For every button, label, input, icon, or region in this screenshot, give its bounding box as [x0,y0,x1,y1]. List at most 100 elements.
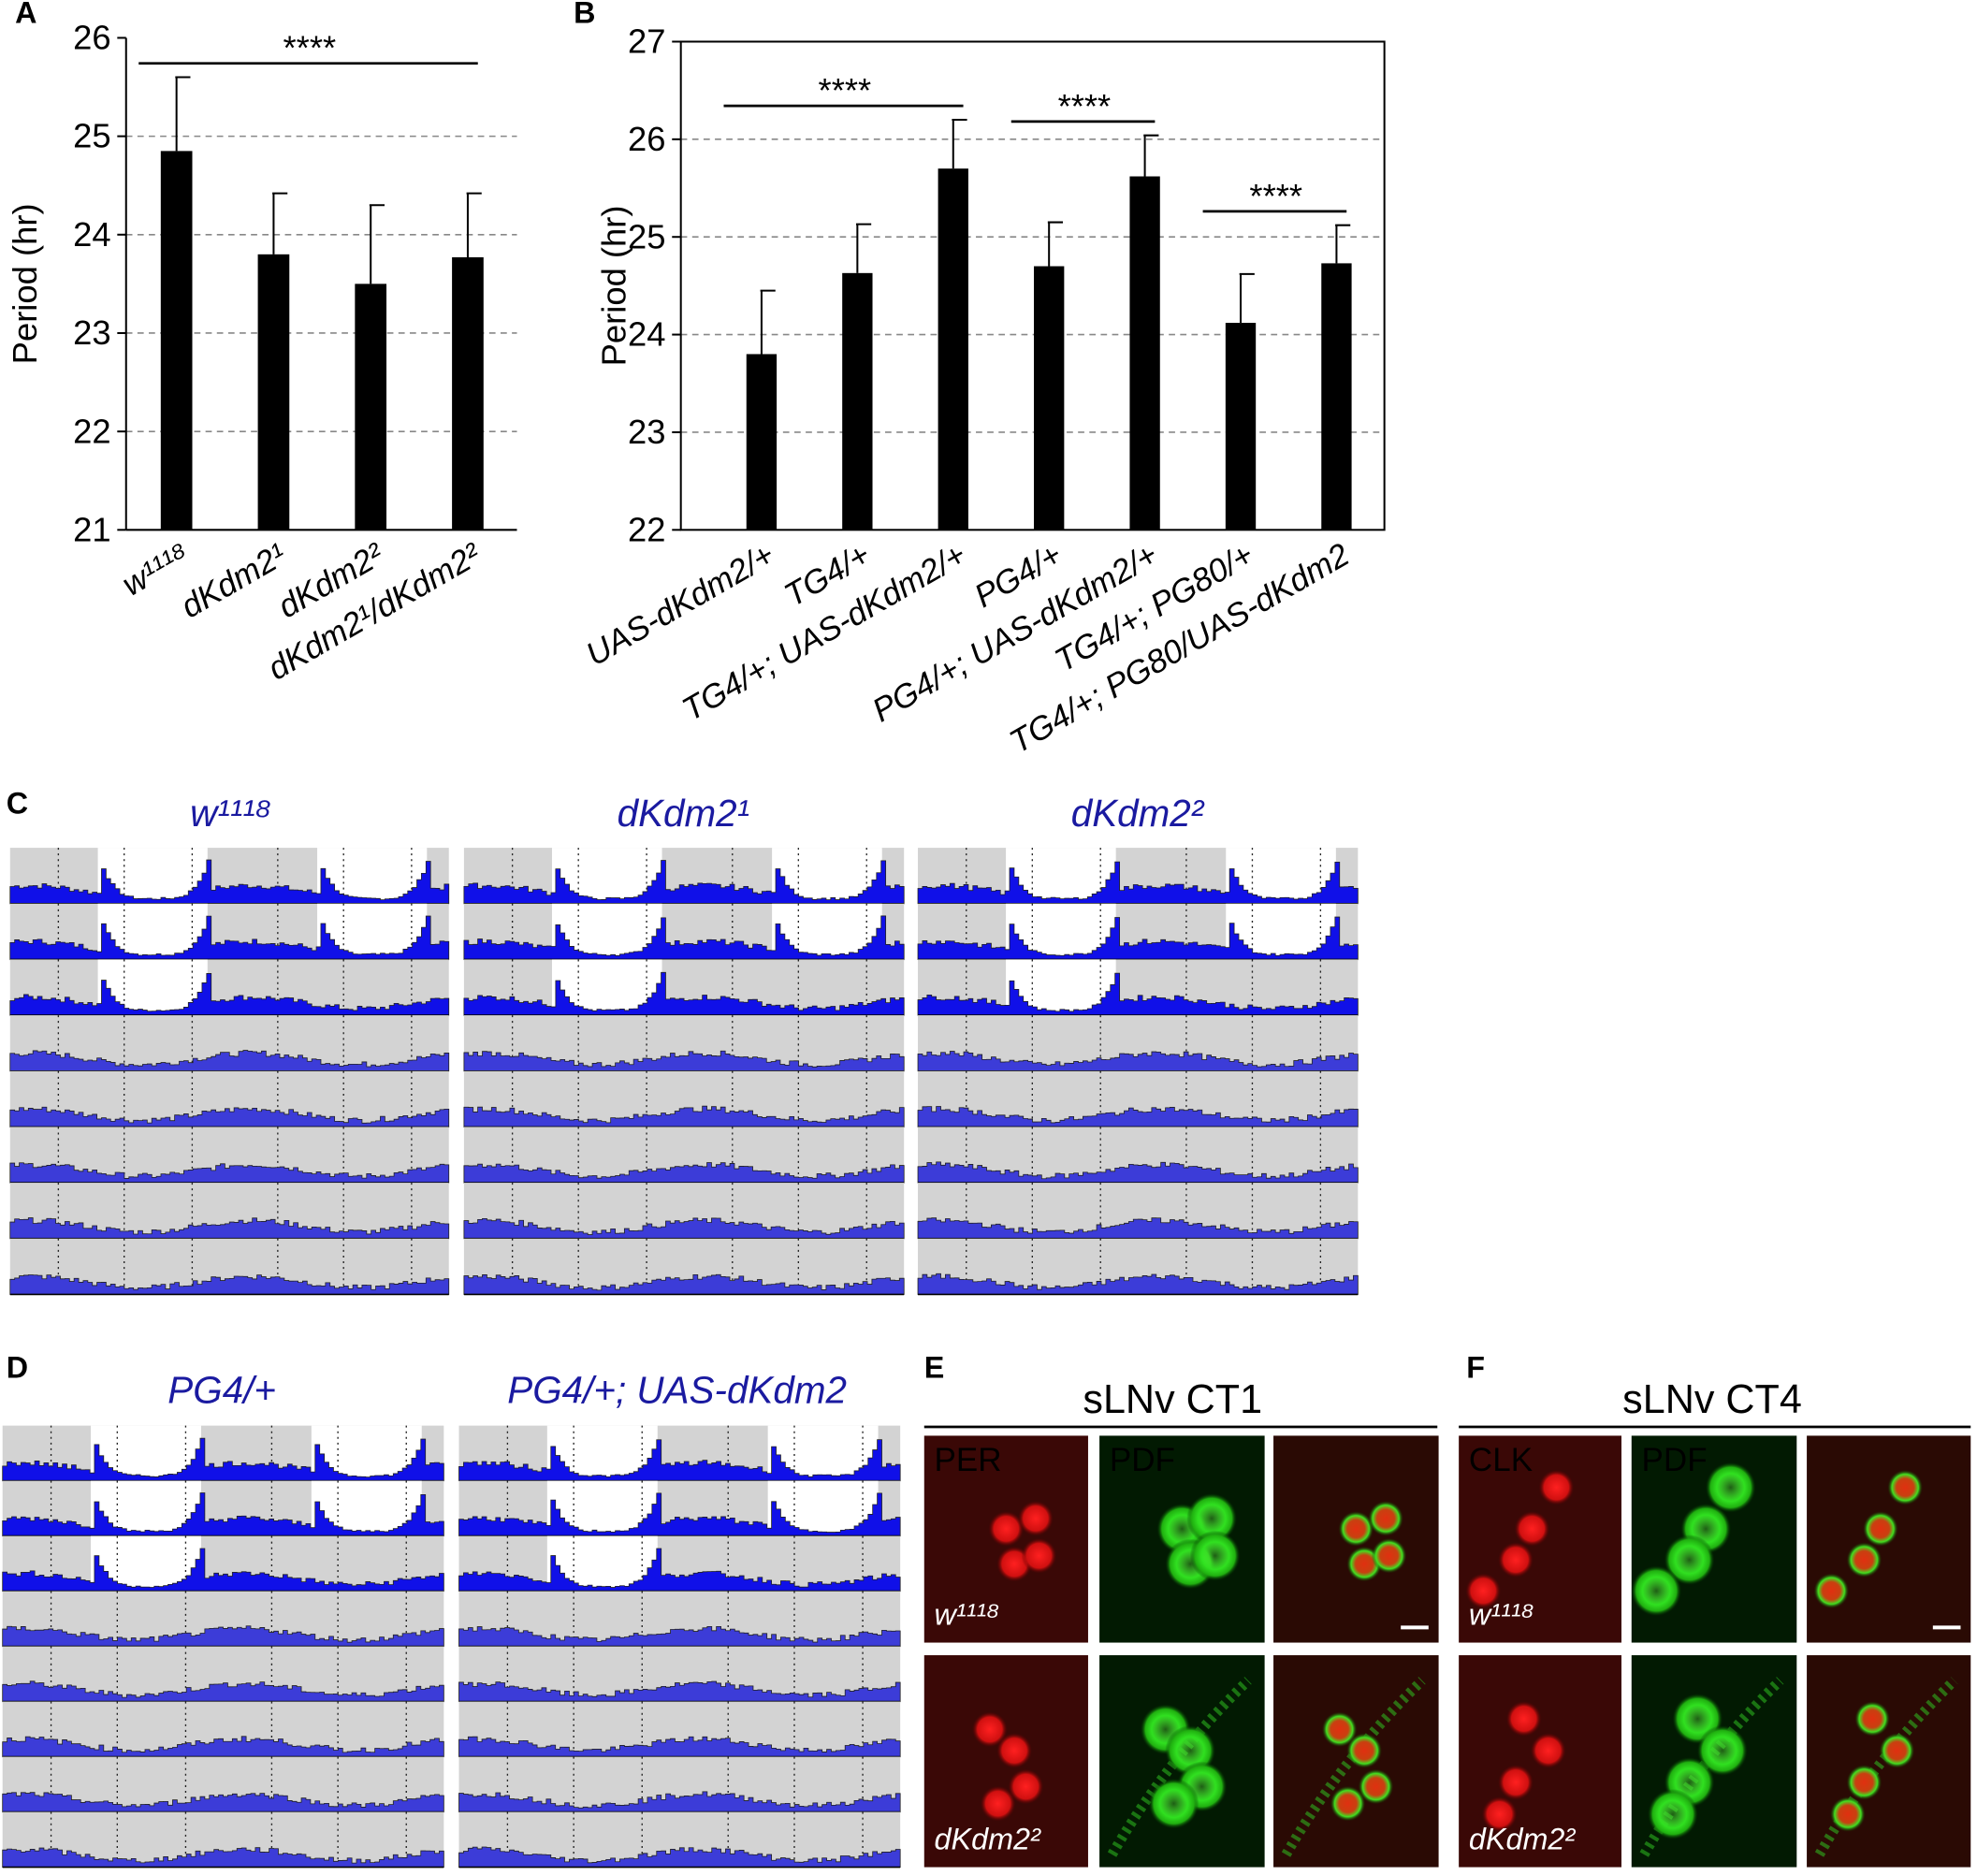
activity-profile [2,1548,444,1592]
y-axis-label: Period (hr) [594,205,632,366]
activity-profile [458,1548,901,1592]
y-tick-label: 24 [73,215,110,254]
y-tick-label: 27 [628,22,665,61]
activity-profile [463,1105,905,1127]
pdf-fibers [1814,1677,1958,1857]
panel-label: F [1466,1350,1485,1384]
y-tick-label: 23 [73,313,110,352]
cell [1018,1501,1054,1536]
cell [1696,1725,1748,1776]
activity-profile [917,1217,1359,1240]
activity-profile [9,859,450,905]
activity-profile [463,1217,905,1240]
activity-profile [2,1847,444,1868]
bar [1034,266,1065,531]
cell [1321,1711,1358,1748]
activity-profile [917,1106,1359,1127]
activity-profile [917,1272,1359,1295]
cell [1465,1573,1502,1609]
panel-label: B [574,0,595,29]
cell [1186,1492,1238,1544]
activity-profile [917,1161,1359,1184]
activity-profile [2,1792,444,1812]
cell [1887,1469,1924,1505]
cell [1879,1733,1915,1768]
cell [1498,1765,1534,1800]
cell [1346,1733,1383,1768]
cell [1830,1796,1866,1832]
activity-profile [917,972,1359,1016]
activity-profile [2,1437,444,1482]
cell [1631,1565,1682,1617]
bar [1225,323,1257,531]
cell [1664,1534,1715,1586]
cell [1021,1537,1057,1574]
panel-label: D [7,1350,28,1384]
activity-profile [2,1736,444,1757]
cell [1705,1462,1756,1513]
y-tick-label: 24 [628,315,665,354]
activity-profile [9,1217,450,1240]
significance-label: **** [1249,177,1302,215]
channel-label: CLK [1469,1442,1533,1478]
activity-profile [458,1736,901,1757]
pdf-fibers [1281,1677,1426,1857]
y-tick-label: 23 [628,413,665,451]
activity-profile [458,1791,901,1812]
cell [1530,1733,1566,1768]
actogram-title: PG4/+ [167,1368,276,1411]
channel-label: PDF [1642,1442,1708,1478]
cell [1148,1778,1199,1829]
activity-profile [9,1162,450,1184]
bar [452,256,484,531]
activity-profile [463,915,905,960]
panel-label: A [15,0,36,29]
cell [1514,1511,1550,1547]
bar [355,284,387,531]
cell [1846,1542,1883,1578]
activity-profile [458,1492,901,1537]
significance-label: **** [283,29,337,67]
y-tick-label: 22 [628,510,665,548]
cell [1368,1501,1403,1536]
cell [1371,1537,1407,1574]
cell [1481,1796,1518,1832]
y-tick-label: 22 [73,412,110,450]
y-axis-label: Period (hr) [6,203,44,364]
activity-profile [917,861,1359,905]
channel-label: PDF [1110,1442,1175,1478]
activity-profile [9,973,450,1016]
bar [1129,176,1160,531]
activity-profile [2,1625,444,1648]
activity-profile [917,1051,1359,1072]
activity-profile [2,1680,444,1702]
bar [746,354,778,531]
cell [1846,1765,1883,1800]
bar [160,151,193,531]
actogram-title: PG4/+; UAS-dKdm2 [507,1368,847,1411]
activity-profile [463,1273,905,1295]
activity-profile [463,860,905,905]
cell [1538,1469,1575,1505]
activity-profile [9,1050,450,1072]
y-tick-label: 25 [73,117,110,155]
channel-label: PER [935,1442,1002,1478]
cell [1863,1511,1898,1547]
activity-profile [917,916,1359,960]
cell [1330,1785,1366,1822]
cell [988,1511,1025,1547]
genotype-label: dKdm2² [935,1823,1041,1856]
cell [1498,1542,1534,1578]
y-tick-label: 26 [628,120,665,158]
significance-label: **** [819,71,872,109]
bar [842,272,873,531]
genotype-label: w¹¹¹⁸ [935,1598,1000,1632]
cell [1647,1788,1698,1840]
actogram-title: dKdm2² [1071,792,1205,835]
activity-profile [463,1050,905,1072]
activity-profile [463,971,905,1016]
panel-label: E [924,1350,945,1384]
plot-frame [679,40,1386,531]
